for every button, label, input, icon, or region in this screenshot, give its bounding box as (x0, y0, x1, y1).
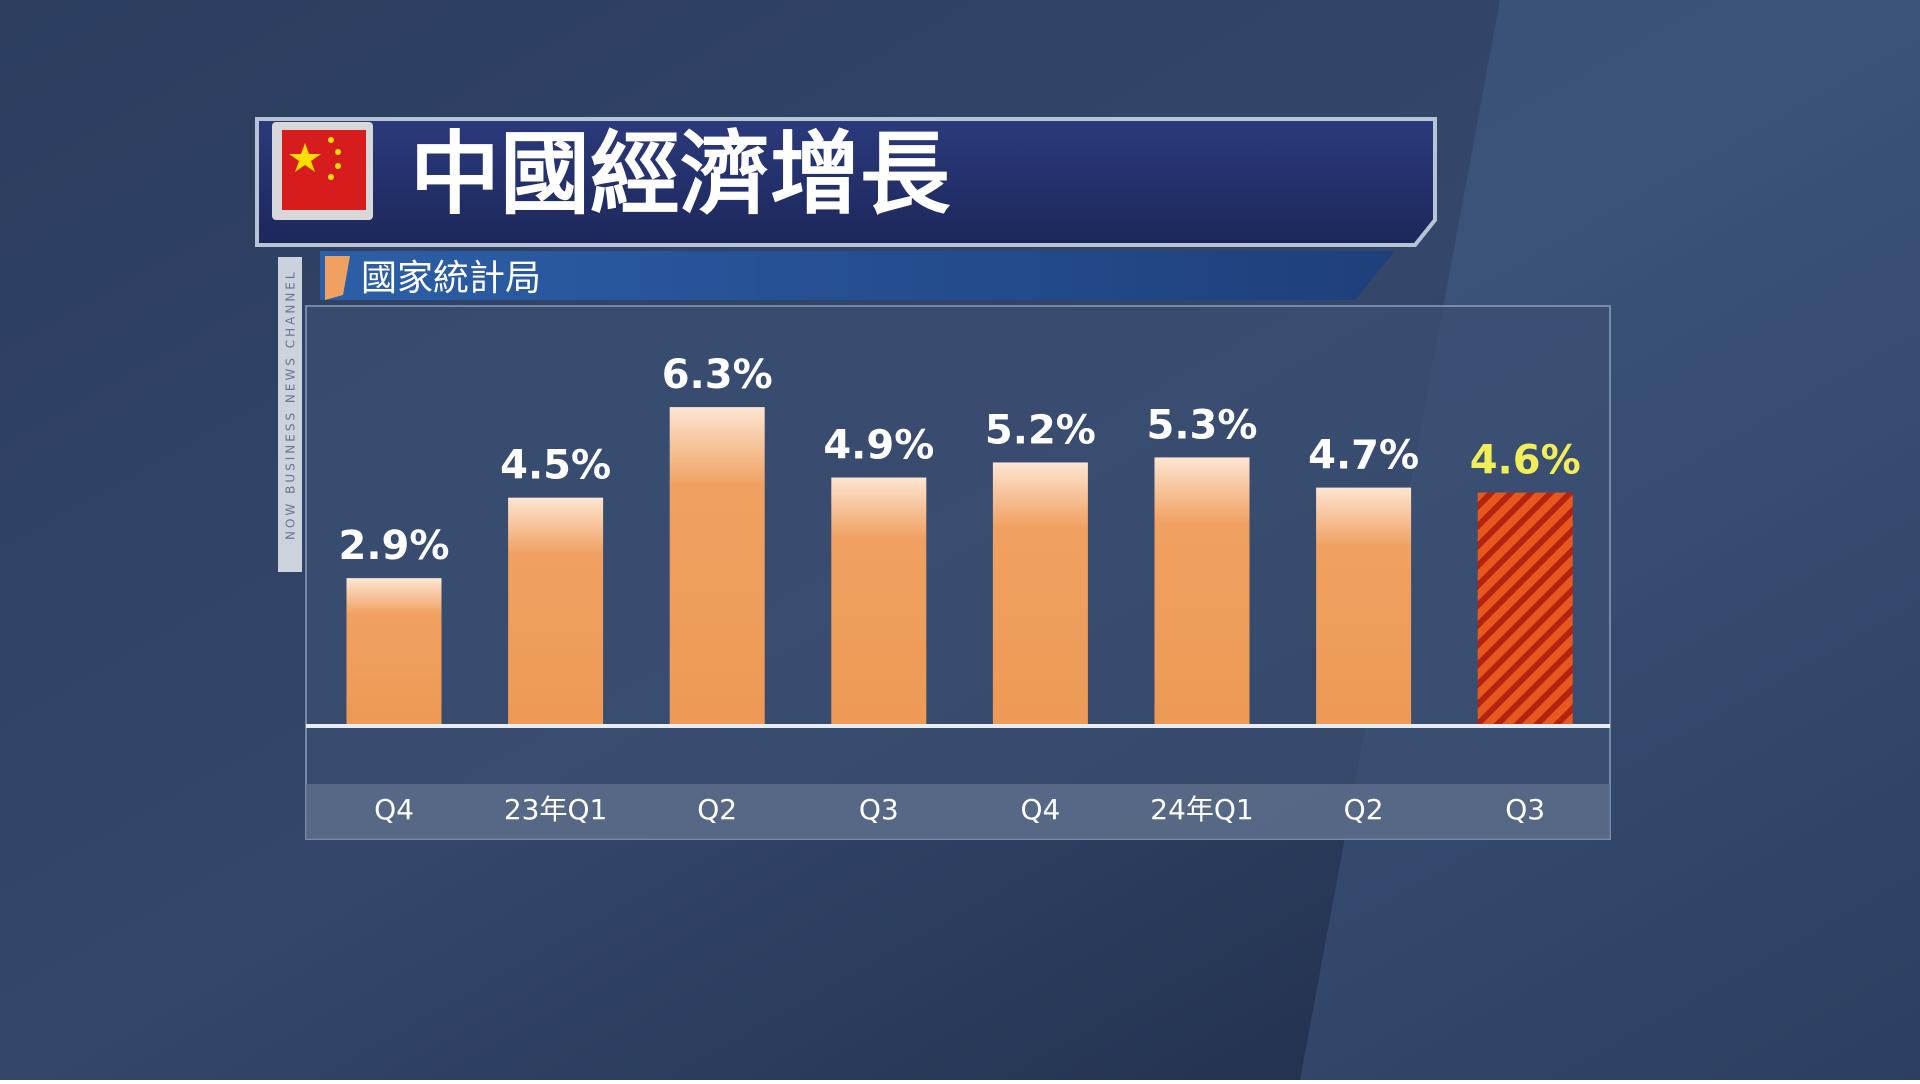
bar (346, 578, 442, 724)
x-tick-label: Q2 (697, 793, 737, 826)
x-tick-label: Q2 (1344, 793, 1384, 826)
x-tick-label: Q4 (1020, 793, 1060, 826)
value-label: 4.5% (500, 443, 611, 489)
flag-star (335, 163, 341, 169)
x-tick-label: 24年Q1 (1150, 793, 1253, 826)
chart-title: 中國經濟增長 (410, 122, 951, 227)
flag-star (335, 149, 341, 155)
subtitle-marker (325, 256, 350, 300)
bar (1154, 457, 1250, 724)
bar (669, 407, 765, 724)
flag-star (289, 143, 321, 172)
x-tick-label: 23年Q1 (504, 793, 607, 826)
flag (282, 130, 366, 210)
value-label: 4.6% (1470, 438, 1581, 484)
value-label: 5.2% (985, 407, 1096, 453)
x-tick-label: Q3 (859, 793, 899, 826)
value-label: 5.3% (1147, 402, 1258, 448)
bar (992, 462, 1088, 724)
value-label: 4.7% (1308, 433, 1419, 479)
flag-star (328, 137, 334, 143)
x-tick-label: Q4 (374, 793, 414, 826)
bar (1316, 487, 1412, 724)
bar (508, 497, 604, 724)
chart-subtitle: 國家統計局 (361, 258, 541, 299)
subtitle-bar (320, 251, 1395, 300)
bar (1477, 492, 1573, 724)
chart-panel (305, 305, 1611, 840)
value-label: 6.3% (662, 352, 773, 398)
title-banner (255, 117, 1437, 247)
value-label: 4.9% (823, 423, 934, 469)
channel-label: NOW BUSINESS NEWS CHANNEL (284, 269, 298, 540)
x-tick-label: Q3 (1505, 793, 1545, 826)
channel-strip (278, 257, 302, 572)
flag-star (328, 174, 334, 180)
category-band (306, 784, 1610, 839)
value-label: 2.9% (339, 523, 450, 569)
bar (831, 477, 927, 724)
